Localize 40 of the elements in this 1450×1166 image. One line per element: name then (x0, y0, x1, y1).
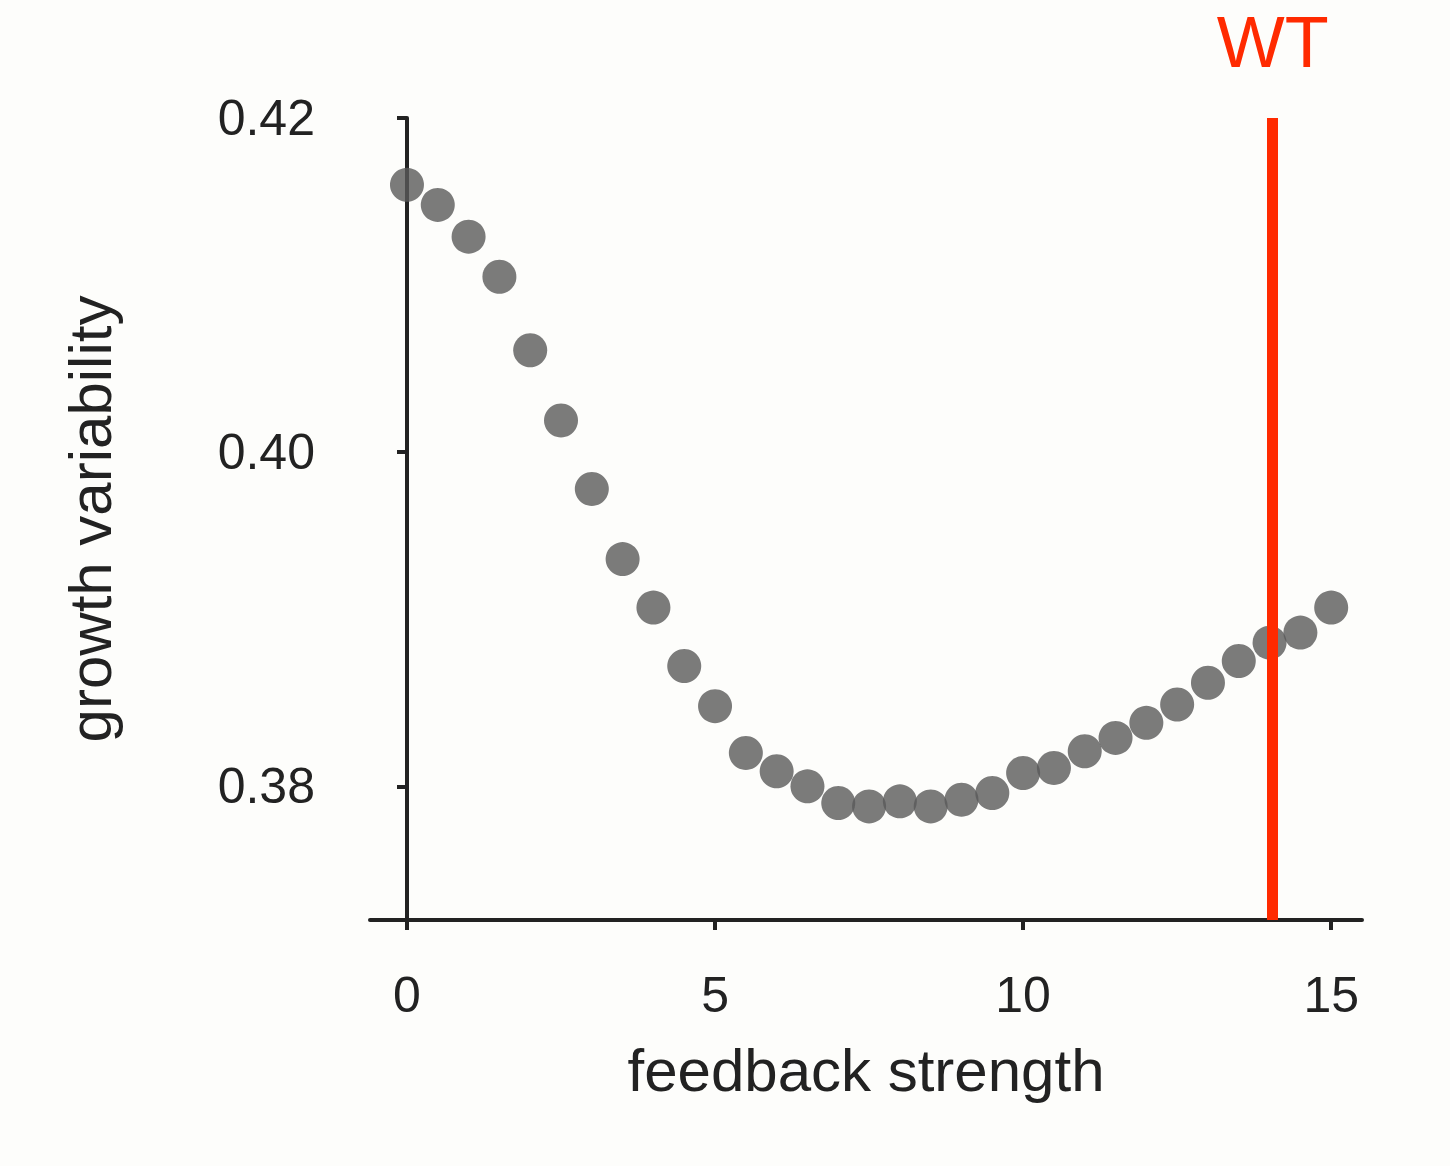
point (759, 754, 794, 789)
point (698, 689, 733, 724)
point (451, 219, 486, 254)
point (390, 167, 424, 202)
point (913, 789, 948, 824)
point (513, 333, 548, 368)
point (944, 782, 979, 817)
point (667, 649, 702, 684)
x-tick-label: 0 (393, 967, 421, 1023)
y-tick-label: 0.38 (217, 758, 315, 815)
point (1191, 665, 1225, 700)
x-axis-title: feedback strength (627, 1036, 1105, 1104)
point (1221, 644, 1256, 679)
point (728, 735, 763, 770)
point (1129, 705, 1164, 740)
ref-line-label: WT (1216, 2, 1329, 82)
point (1036, 750, 1071, 785)
point (1006, 755, 1041, 790)
point (1067, 734, 1102, 769)
y-tick-label: 0.40 (217, 424, 315, 481)
point (1283, 615, 1318, 650)
y-tick-label: 0.42 (217, 90, 315, 146)
x-tick-label: 5 (701, 967, 729, 1023)
point (420, 187, 455, 222)
point (636, 590, 671, 625)
point (975, 776, 1010, 811)
point (1098, 720, 1133, 755)
point (1314, 590, 1349, 625)
point (882, 784, 917, 819)
point (1160, 687, 1195, 722)
y-axis-title: growth variability (56, 295, 124, 743)
point (821, 786, 856, 821)
point (544, 403, 579, 438)
point (574, 471, 609, 506)
point (605, 542, 640, 577)
x-tick-label: 15 (1303, 967, 1360, 1023)
x-tick-label: 10 (995, 967, 1051, 1023)
point (482, 259, 517, 294)
point (852, 789, 887, 824)
point (790, 769, 825, 804)
